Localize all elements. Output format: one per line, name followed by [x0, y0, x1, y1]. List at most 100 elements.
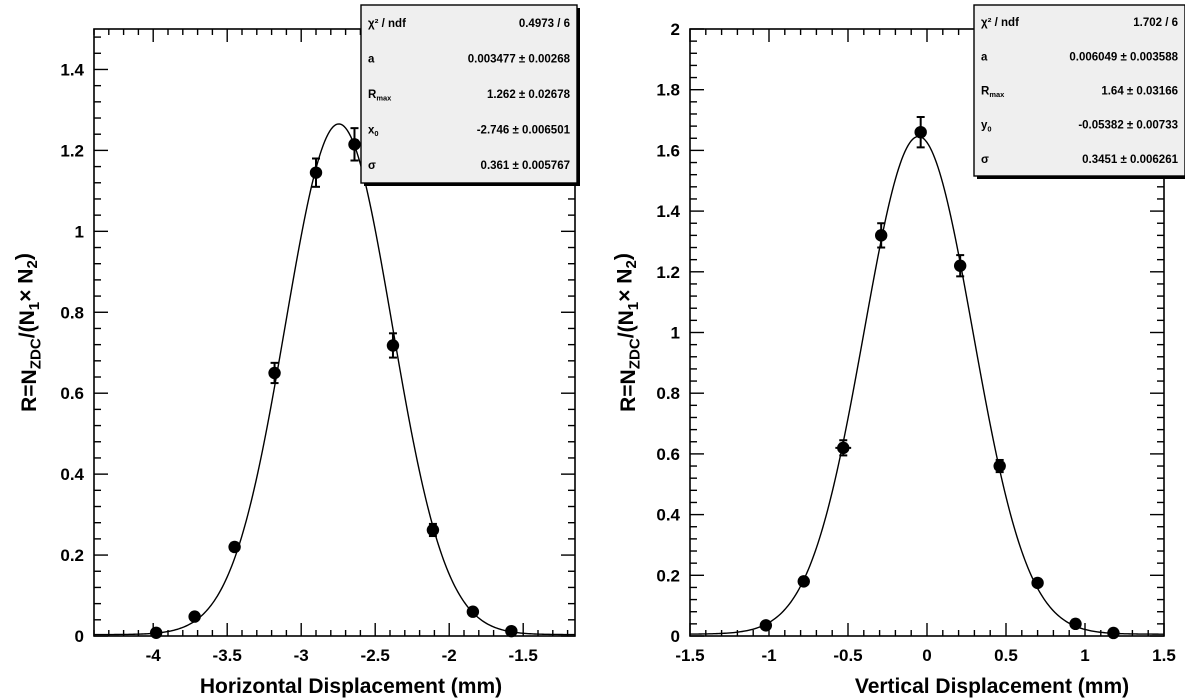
y-tick-label: 0: [671, 627, 680, 646]
y-tick-label: 0.2: [60, 546, 84, 565]
y-tick-label: 0.8: [656, 384, 680, 403]
stat-name: χ² / ndf: [981, 17, 1019, 29]
stats-box-frame: [360, 4, 578, 184]
marker: [348, 138, 361, 151]
chart-1: -4 -3.5 -3 -2.5 -2 -1.5 0 0.2 0.4 0.6 0.8 1 1.2 1.4 Ho…: [13, 4, 580, 698]
y-tick-label: 1.4: [656, 202, 680, 221]
data-point: [348, 127, 361, 162]
y-tick-label: 1: [671, 324, 680, 343]
data-point: [426, 522, 440, 538]
stat-name: a: [368, 53, 375, 65]
data-point: [953, 254, 967, 278]
data-point: [1031, 576, 1044, 590]
stat-value: 0.006049 ± 0.003588: [1069, 51, 1178, 63]
marker: [228, 540, 241, 554]
stats-box: χ² / ndf 0.4973 / 6 a 0.003477 ± 0.00268 Rma…: [360, 4, 580, 186]
marker: [1031, 576, 1044, 590]
marker: [1107, 626, 1120, 640]
x-tick-label: -2.5: [361, 646, 390, 665]
data-point: [188, 610, 201, 623]
stat-value: 1.262 ± 0.02678: [487, 89, 571, 101]
data-point: [914, 116, 927, 149]
x-tick-label: -4: [146, 646, 162, 665]
plot-frame: [93, 28, 576, 637]
x-tick-label: -3: [294, 646, 309, 665]
x-tick-label: -0.5: [833, 646, 862, 665]
stat-value: 1.702 / 6: [1133, 17, 1178, 29]
y-tick-label: 1.2: [60, 141, 84, 160]
data-point: [268, 361, 281, 385]
y-tick-label: 0.2: [656, 566, 680, 585]
y-tick-label: 0.6: [60, 384, 84, 403]
y-tick-label: 0.4: [60, 465, 84, 484]
marker: [309, 166, 323, 179]
marker: [386, 339, 400, 352]
y-tick-label: 0.8: [60, 303, 84, 322]
marker: [1069, 617, 1082, 631]
marker: [797, 575, 810, 588]
x-tick-label: -2: [442, 646, 457, 665]
x-tick-label: 0.5: [994, 646, 1018, 665]
y-tick-label: 0.4: [656, 506, 680, 525]
stat-value: 0.003477 ± 0.00268: [468, 53, 571, 65]
data-point: [797, 575, 810, 588]
fit-curve: [689, 135, 1164, 635]
stat-name: y0: [981, 120, 992, 134]
x-tick-label: -1.5: [675, 646, 704, 665]
y-tick-label: 1.2: [656, 263, 680, 282]
marker: [914, 125, 927, 139]
marker: [874, 229, 888, 242]
data-point: [505, 624, 518, 638]
marker: [426, 523, 440, 537]
data-point: [1107, 626, 1120, 640]
marker: [149, 626, 163, 639]
y-tick-label: 1.4: [60, 60, 84, 79]
stat-value: -2.746 ± 0.006501: [477, 125, 571, 137]
data-point: [149, 626, 163, 639]
y-tick-label: 0: [75, 627, 84, 646]
data-point: [759, 619, 773, 632]
marker: [188, 610, 201, 623]
x-axis-title: Horizontal Displacement (mm): [200, 675, 502, 698]
stat-value: -0.05382 ± 0.00733: [1078, 120, 1178, 132]
data-point: [835, 439, 852, 457]
marker: [953, 259, 967, 272]
y-axis-title: R=NZDC/(N1× N2): [13, 253, 45, 412]
marker: [993, 459, 1006, 473]
data-point: [993, 458, 1006, 474]
data-point: [1069, 617, 1082, 631]
y-tick-label: 0.6: [656, 445, 680, 464]
marker: [268, 366, 281, 380]
y-tick-label: 1.6: [656, 141, 680, 160]
stat-name: Rmax: [981, 86, 1005, 100]
marker: [759, 619, 773, 632]
stat-value: 1.64 ± 0.03166: [1101, 86, 1178, 98]
stat-value: 0.361 ± 0.005767: [481, 160, 570, 172]
stat-name: σ: [368, 160, 376, 172]
y-axis-title: R=NZDC/(N1× N2): [612, 253, 644, 412]
x-tick-label: -3.5: [213, 646, 242, 665]
x-axis-title: Vertical Displacement (mm): [855, 675, 1129, 698]
data-point: [309, 157, 323, 188]
fit-curve: [94, 123, 575, 636]
x-tick-label: -1.5: [509, 646, 538, 665]
x-tick-label: 1: [1080, 646, 1089, 665]
stat-value: 0.4973 / 6: [519, 18, 570, 30]
data-point: [466, 605, 480, 618]
stat-name: χ² / ndf: [368, 18, 406, 30]
stat-value: 0.3451 ± 0.006261: [1082, 154, 1178, 166]
y-tick-label: 1: [75, 222, 84, 241]
x-tick-label: -1: [761, 646, 776, 665]
data-point: [874, 222, 888, 249]
data-point: [386, 332, 400, 359]
stat-name: Rmax: [368, 89, 392, 103]
stat-name: x0: [368, 125, 379, 139]
marker: [837, 441, 850, 455]
marker: [466, 605, 480, 618]
y-tick-label: 1.8: [656, 81, 680, 100]
marker: [505, 624, 518, 638]
stats-box: χ² / ndf 1.702 / 6 a 0.006049 ± 0.003588 Rma…: [973, 4, 1185, 179]
stats-box-frame: [973, 4, 1185, 177]
data-point: [228, 540, 241, 554]
